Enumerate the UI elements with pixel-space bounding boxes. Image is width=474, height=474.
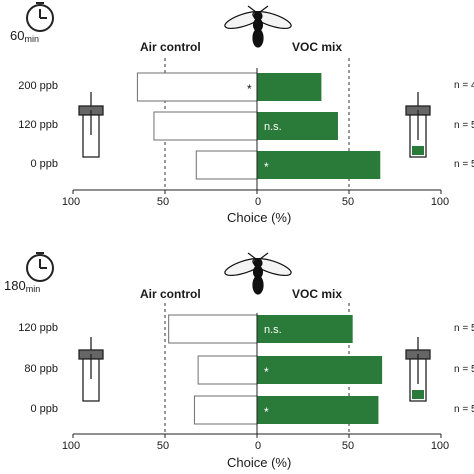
bar-air-control	[168, 314, 258, 344]
significance-label: n.s.	[264, 324, 282, 336]
clock-icon	[26, 2, 54, 32]
n-label: n = 4	[454, 80, 474, 91]
wasp-icon	[224, 5, 292, 48]
significance-label: *	[264, 365, 269, 379]
x-tick-label: 0	[254, 196, 262, 208]
air-control-header: Air control	[140, 40, 201, 54]
time-label: 180min	[4, 278, 41, 294]
bar-air-control	[153, 111, 258, 141]
x-tick-label: 100	[430, 440, 450, 452]
n-label: n = 5	[454, 159, 474, 170]
chart-60min: * n.s. *	[26, 2, 442, 194]
x-tick-label: 50	[341, 440, 355, 452]
n-label: n = 5	[454, 404, 474, 415]
bar-voc-mix	[257, 151, 381, 179]
category-label: 200 ppb	[18, 80, 58, 92]
category-label: 80 ppb	[24, 363, 58, 375]
x-tick-label: 100	[61, 440, 81, 452]
vial-icon	[405, 92, 431, 158]
x-tick-label: 100	[61, 196, 81, 208]
x-tick-label: 50	[341, 196, 355, 208]
significance-label: *	[247, 82, 252, 96]
wasp-icon	[224, 252, 292, 295]
n-label: n = 5	[454, 364, 474, 375]
x-tick-label: 100	[430, 196, 450, 208]
bar-voc-mix	[257, 315, 353, 343]
n-label: n = 5	[454, 120, 474, 131]
bar-voc-mix	[257, 112, 338, 140]
bar-voc-mix	[257, 356, 383, 384]
significance-label: *	[264, 405, 269, 419]
voc-mix-header: VOC mix	[292, 287, 343, 301]
voc-mix-header: VOC mix	[292, 40, 343, 54]
category-label: 120 ppb	[18, 322, 58, 334]
x-tick-label: 50	[156, 196, 170, 208]
clock-icon	[26, 252, 54, 282]
x-axis-label: Choice (%)	[227, 210, 292, 225]
category-label: 0 ppb	[30, 158, 58, 170]
x-tick-label: 0	[254, 440, 262, 452]
category-label: 0 ppb	[30, 403, 58, 415]
time-label: 60min	[10, 28, 39, 44]
bar-air-control	[136, 72, 258, 102]
air-control-header: Air control	[140, 287, 201, 301]
category-label: 120 ppb	[18, 119, 58, 131]
bar-air-control	[197, 355, 258, 385]
x-axis-label: Choice (%)	[227, 455, 292, 470]
panel-60min: * n.s. * 60min Air control VOC mix 200 ppb…	[10, 2, 474, 225]
significance-label: *	[264, 160, 269, 174]
vial-icon	[405, 337, 431, 402]
vial-icon	[78, 337, 104, 402]
n-label: n = 5	[454, 323, 474, 334]
vial-icon	[78, 92, 104, 158]
bar-air-control	[195, 150, 258, 180]
panel-180min: n.s. * * 180min Air control VOC mix 120 pp…	[0, 237, 474, 474]
bar-voc-mix	[257, 73, 322, 101]
x-tick-label: 50	[156, 440, 170, 452]
bar-voc-mix	[257, 396, 379, 424]
bar-air-control	[193, 395, 258, 425]
significance-label: n.s.	[264, 121, 282, 133]
chart-180min: n.s. * *	[26, 252, 442, 438]
